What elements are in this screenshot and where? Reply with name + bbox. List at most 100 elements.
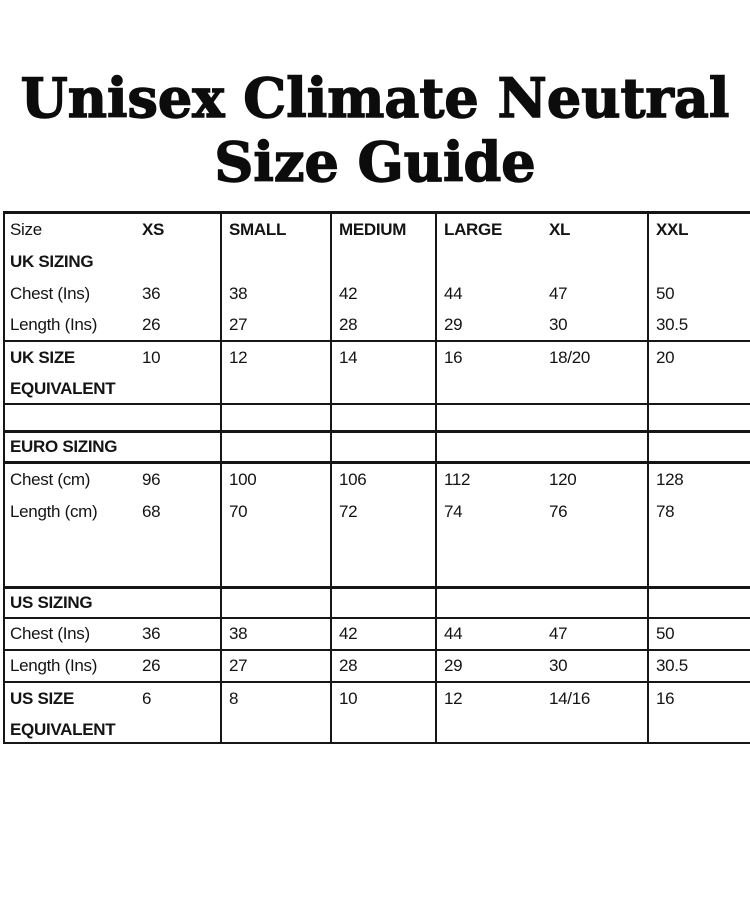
cell-xxl — [647, 528, 750, 586]
cell-xl: 47 — [549, 624, 568, 643]
cell-xxl: 30.5 — [647, 310, 750, 340]
page-title: Unisex Climate Neutral Size Guide — [0, 65, 750, 194]
row-label: Length (Ins) — [10, 656, 98, 675]
cell-xs — [142, 405, 220, 430]
col-header-small: SMALL — [220, 214, 330, 246]
cell-xs: 96 — [142, 470, 161, 489]
cell-large: 12 — [435, 683, 549, 742]
cell-small: 70 — [220, 496, 330, 528]
cell-xs: 6 — [142, 689, 152, 708]
row-label: UK SIZE EQUIVALENT — [10, 348, 116, 398]
col-header-xxl: XXL — [647, 214, 750, 246]
euro-chest-row: Chest (cm) 96 100 106 112 120 128 — [5, 464, 750, 496]
cell-large: 29 — [435, 651, 549, 681]
cell-large: 44 — [435, 278, 549, 310]
cell-xxl: 30.5 — [647, 651, 750, 681]
col-header-medium: MEDIUM — [330, 214, 435, 246]
uk-sizing-row: UK SIZING — [5, 246, 750, 278]
page-title-line2: Size Guide — [214, 129, 537, 194]
euro-sizing-row: EURO SIZING — [5, 433, 750, 464]
euro-length-row: Length (cm) 68 70 72 74 76 78 — [5, 496, 750, 528]
cell-large: 16 — [435, 342, 549, 403]
cell-large: 29 — [435, 310, 549, 340]
cell-xs: 26 — [142, 656, 161, 675]
row-label: US SIZING — [10, 593, 93, 612]
cell-xs: 36 — [142, 624, 161, 643]
cell-medium: 106 — [330, 464, 435, 496]
us-length-row: Length (Ins) 26 27 28 29 30 30.5 — [5, 651, 750, 683]
cell-large — [435, 589, 549, 617]
cell-xl: 47 — [549, 284, 568, 303]
cell-large — [435, 528, 549, 586]
page-title-line1: Unisex Climate Neutral — [20, 65, 730, 130]
row-label: US SIZE EQUIVALENT — [10, 689, 116, 739]
cell-small: 38 — [220, 278, 330, 310]
cell-xl — [549, 246, 647, 278]
cell-xl: 30 — [549, 315, 568, 334]
cell-xxl: 78 — [647, 496, 750, 528]
cell-small — [220, 405, 330, 430]
cell-small — [220, 246, 330, 278]
col-header-large: LARGE — [435, 214, 549, 246]
cell-medium: 14 — [330, 342, 435, 403]
cell-xxl: 16 — [647, 683, 750, 742]
cell-small: 27 — [220, 651, 330, 681]
cell-xxl: 20 — [647, 342, 750, 403]
cell-medium — [330, 589, 435, 617]
cell-xxl: 50 — [647, 278, 750, 310]
cell-xxl — [647, 433, 750, 461]
cell-xs — [142, 528, 220, 586]
cell-xl — [549, 528, 647, 586]
row-label: Length (Ins) — [10, 315, 98, 334]
cell-medium: 72 — [330, 496, 435, 528]
uk-length-row: Length (Ins) 26 27 28 29 30 30.5 — [5, 310, 750, 342]
row-label: Chest (Ins) — [10, 624, 90, 643]
cell-large: 112 — [435, 464, 549, 496]
cell-medium: 28 — [330, 310, 435, 340]
cell-medium — [330, 405, 435, 430]
cell-small: 100 — [220, 464, 330, 496]
cell-small: 27 — [220, 310, 330, 340]
cell-xl — [549, 589, 647, 617]
cell-small — [220, 589, 330, 617]
row-label: Length (cm) — [10, 502, 98, 521]
cell-xxl — [647, 589, 750, 617]
spacer-row — [5, 405, 750, 433]
col-header-xl: XL — [549, 220, 571, 239]
cell-xl: 120 — [549, 470, 577, 489]
col-header-xs: XS — [142, 220, 165, 239]
cell-xxl: 128 — [647, 464, 750, 496]
cell-large: 44 — [435, 619, 549, 649]
cell-medium — [330, 528, 435, 586]
cell-xxl — [647, 405, 750, 430]
cell-small: 38 — [220, 619, 330, 649]
cell-medium: 42 — [330, 619, 435, 649]
us-size-equivalent-row: US SIZE EQUIVALENT 6 8 10 12 14/16 16 — [5, 683, 750, 744]
spacer-row — [5, 528, 750, 589]
cell-medium — [330, 433, 435, 461]
cell-xxl: 50 — [647, 619, 750, 649]
cell-medium: 42 — [330, 278, 435, 310]
cell-xl: 76 — [549, 502, 568, 521]
size-guide-table: Size XS SMALL MEDIUM LARGE XL XXL UK SIZ… — [3, 211, 750, 744]
header-row: Size XS SMALL MEDIUM LARGE XL XXL — [5, 214, 750, 246]
us-sizing-row: US SIZING — [5, 589, 750, 619]
row-label: UK SIZING — [10, 252, 94, 271]
cell-large — [435, 246, 549, 278]
cell-xl: 14/16 — [549, 689, 591, 708]
cell-small: 8 — [220, 683, 330, 742]
cell-medium: 28 — [330, 651, 435, 681]
cell-xs: 68 — [142, 502, 161, 521]
cell-medium: 10 — [330, 683, 435, 742]
cell-medium — [330, 246, 435, 278]
cell-xxl — [647, 246, 750, 278]
cell-large — [435, 405, 549, 430]
cell-small: 12 — [220, 342, 330, 403]
cell-xl: 18/20 — [549, 348, 591, 367]
cell-xl: 30 — [549, 656, 568, 675]
size-label: Size — [10, 220, 42, 239]
cell-xs — [142, 589, 220, 617]
row-label: EURO SIZING — [10, 437, 118, 456]
uk-size-equivalent-row: UK SIZE EQUIVALENT 10 12 14 16 18/20 20 — [5, 342, 750, 405]
